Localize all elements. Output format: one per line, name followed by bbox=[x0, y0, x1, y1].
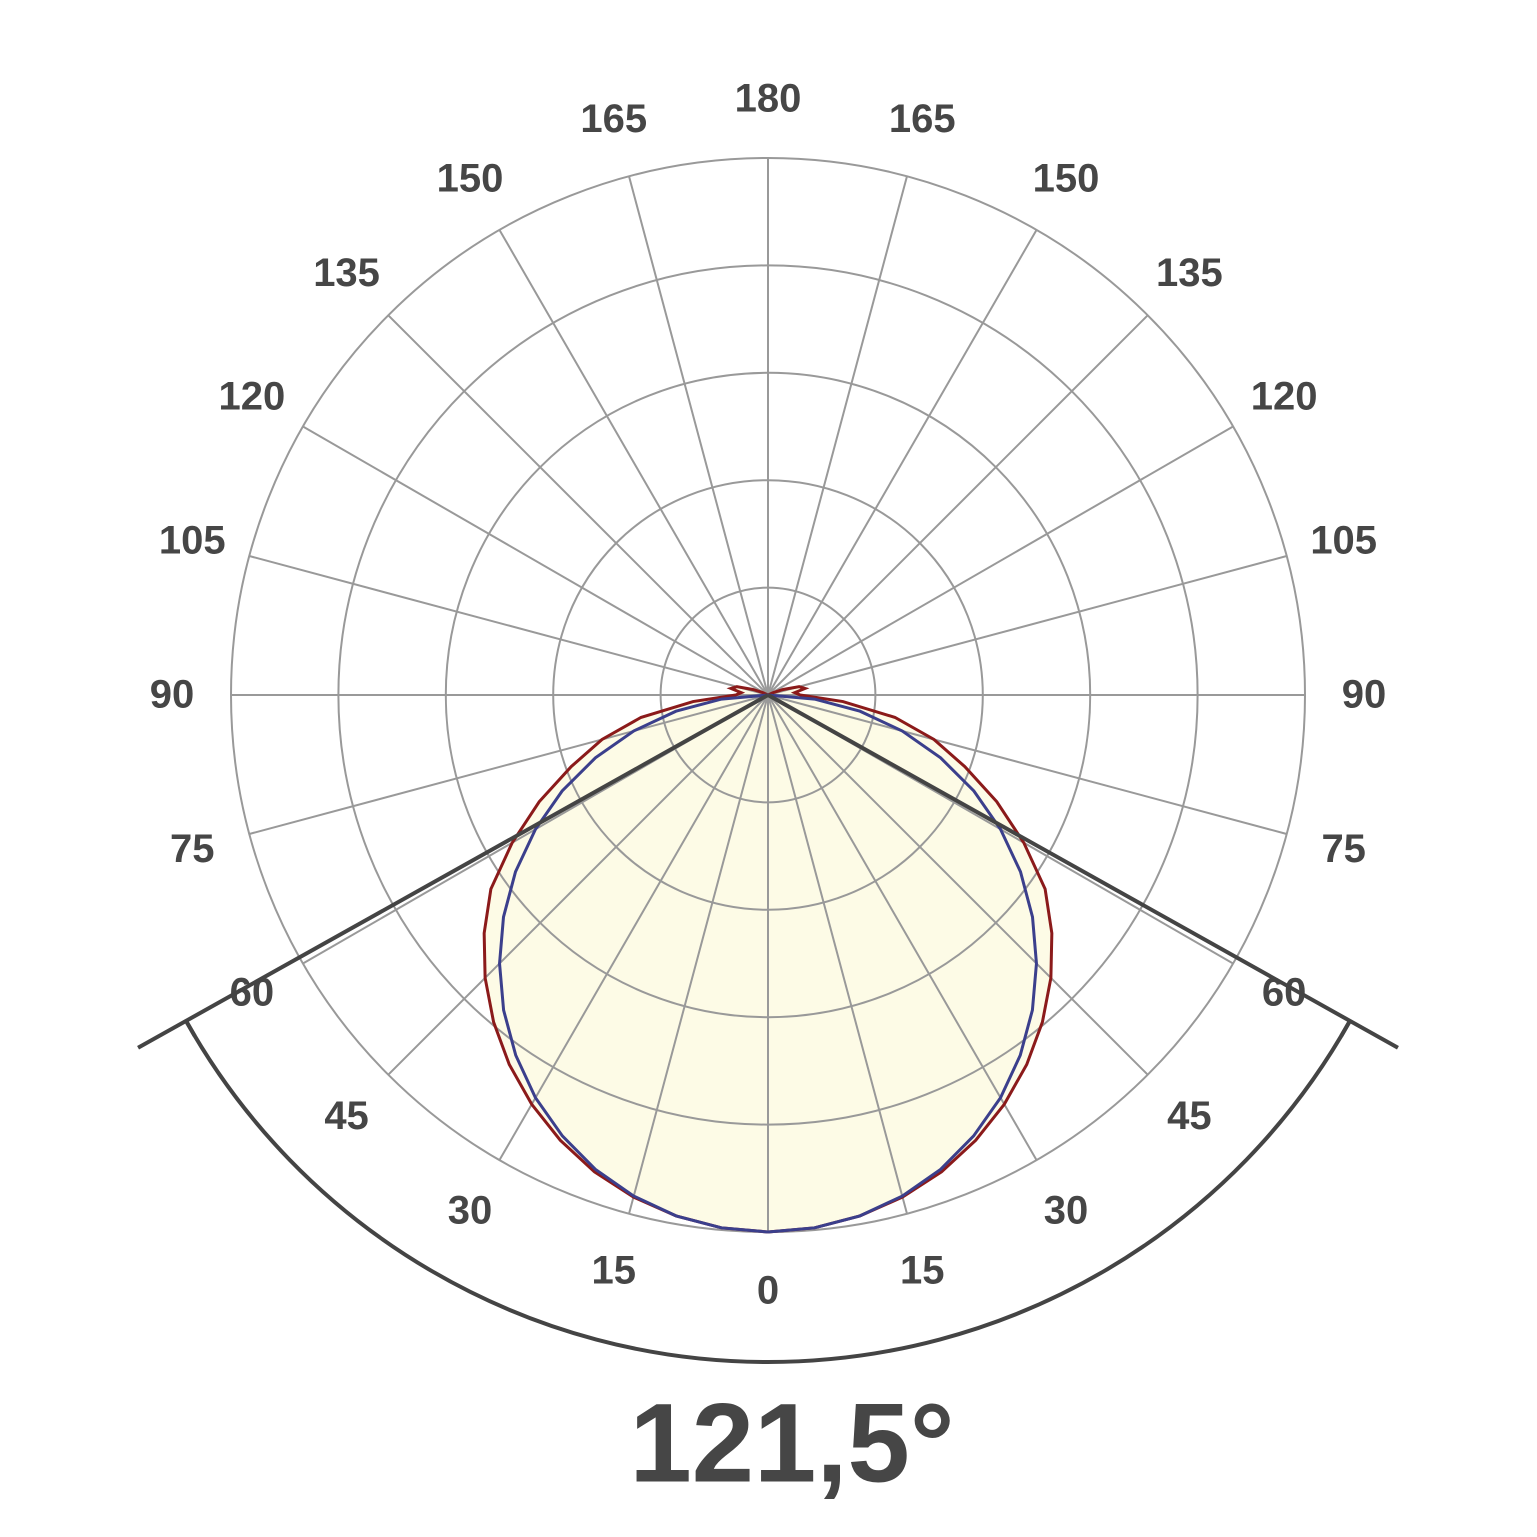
grid-spoke bbox=[628, 694, 769, 1214]
angle-label: 180 bbox=[735, 77, 802, 121]
grid-spoke bbox=[767, 555, 1287, 696]
angle-label: 105 bbox=[159, 518, 226, 562]
angle-label: 75 bbox=[1321, 827, 1366, 871]
grid-spoke bbox=[302, 425, 769, 696]
grid-spoke bbox=[767, 314, 1149, 696]
grid-spoke bbox=[387, 314, 769, 696]
grid-spoke bbox=[249, 694, 769, 835]
grid-spoke bbox=[767, 694, 908, 1214]
angle-label: 120 bbox=[1251, 375, 1318, 419]
angle-label: 150 bbox=[1033, 156, 1100, 200]
beam-line bbox=[137, 693, 769, 1050]
grid-spoke bbox=[767, 694, 1287, 835]
grid-spoke bbox=[767, 176, 908, 696]
series-line bbox=[767, 693, 1038, 1234]
angle-label: 45 bbox=[1167, 1094, 1212, 1138]
angle-label: 165 bbox=[889, 97, 956, 141]
angle-label: 90 bbox=[1342, 673, 1387, 717]
grid-spoke bbox=[767, 694, 1038, 1161]
angle-label: 150 bbox=[437, 156, 504, 200]
angle-label: 45 bbox=[324, 1094, 369, 1138]
grid-spoke bbox=[767, 694, 1149, 1076]
grid-spoke bbox=[767, 425, 1234, 696]
grid-spoke bbox=[498, 694, 769, 1161]
angle-label: 30 bbox=[448, 1189, 493, 1233]
grid-spoke bbox=[498, 229, 769, 696]
angle-label: 165 bbox=[580, 97, 647, 141]
beam-arc bbox=[184, 1019, 1352, 1364]
grid-spoke bbox=[767, 229, 1038, 696]
angle-label: 15 bbox=[591, 1248, 636, 1292]
angle-label: 135 bbox=[1156, 251, 1223, 295]
angle-label: 15 bbox=[900, 1248, 945, 1292]
angle-label: 30 bbox=[1044, 1189, 1089, 1233]
grid-spoke bbox=[249, 555, 769, 696]
beam-line bbox=[767, 693, 1399, 1050]
beam-angle-label: 121,5° bbox=[629, 1381, 954, 1506]
series-line bbox=[767, 685, 1054, 1234]
angle-label: 120 bbox=[218, 375, 285, 419]
angle-label: 0 bbox=[757, 1269, 779, 1313]
angle-label: 75 bbox=[170, 827, 215, 871]
grid-spoke bbox=[628, 176, 769, 696]
angle-label: 135 bbox=[313, 251, 380, 295]
series-line bbox=[498, 693, 769, 1234]
grid-spoke bbox=[387, 694, 769, 1076]
series-line bbox=[482, 685, 769, 1234]
angle-label: 90 bbox=[150, 673, 195, 717]
angle-label: 105 bbox=[1310, 518, 1377, 562]
